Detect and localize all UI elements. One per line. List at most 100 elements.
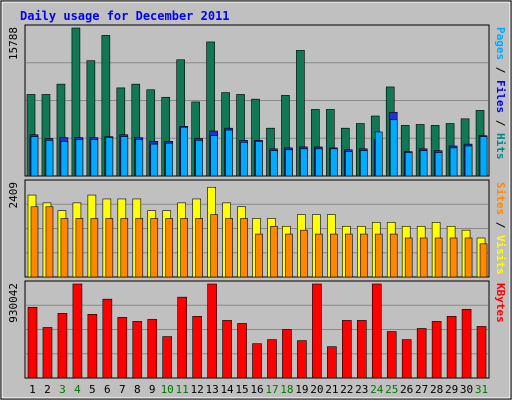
x-tick-label: 22 [340, 383, 353, 396]
panel-top: 15788 Pages / Files / Hits [7, 24, 507, 177]
series-sites [30, 206, 488, 278]
bar-pages-day-19 [300, 148, 308, 177]
x-tick-label: 8 [134, 383, 141, 396]
bar-kbytes-day-6 [102, 298, 113, 379]
bar-pages-day-12 [195, 140, 203, 177]
bar-pages-day-27 [419, 150, 428, 177]
bar-kbytes-day-11 [177, 296, 187, 379]
bar-pages-day-29 [449, 147, 458, 177]
bar-pages-day-4 [75, 139, 84, 177]
bar-kbytes-day-14 [222, 320, 232, 379]
bar-pages-day-30 [464, 145, 473, 177]
bar-pages-day-8 [135, 139, 144, 177]
bar-pages-day-5 [90, 139, 99, 177]
x-tick-label: 7 [119, 383, 126, 396]
bar-sites-day-10 [165, 218, 174, 278]
bar-sites-day-15 [240, 218, 248, 278]
bar-sites-day-7 [120, 218, 129, 278]
bar-sites-day-27 [419, 237, 428, 278]
panel-middle: 2409 Sites / Visits [7, 179, 507, 278]
bar-pages-day-20 [315, 148, 323, 177]
bar-kbytes-day-20 [312, 283, 322, 379]
bar-pages-day-10 [165, 142, 174, 177]
x-tick-label: 11 [176, 383, 189, 396]
panel-middle-max-label: 2409 [7, 182, 20, 209]
bar-pages-day-17 [270, 150, 278, 177]
bar-kbytes-day-19 [297, 340, 307, 379]
x-tick-label: 26 [400, 383, 413, 396]
bar-pages-day-26 [404, 152, 413, 177]
bar-pages-day-15 [240, 141, 248, 177]
bar-sites-day-26 [404, 237, 413, 278]
bar-kbytes-day-7 [117, 317, 128, 379]
bar-pages-day-6 [105, 137, 114, 177]
bar-sites-day-29 [449, 237, 458, 278]
bar-sites-day-17 [270, 225, 278, 278]
bar-kbytes-day-3 [57, 313, 68, 379]
bar-pages-day-14 [225, 129, 233, 177]
chart-title: Daily usage for December 2011 [20, 9, 230, 23]
bar-sites-day-9 [150, 218, 159, 278]
panel-bottom-max-label: 930042 [7, 283, 20, 323]
bar-pages-day-23 [359, 150, 368, 177]
x-tick-label: 4 [74, 383, 81, 396]
bar-sites-day-16 [255, 233, 263, 278]
panel-top-max-label: 15788 [7, 27, 20, 60]
bar-sites-day-13 [210, 214, 218, 278]
bar-sites-day-2 [45, 206, 54, 278]
x-tick-label: 1 [29, 383, 36, 396]
bar-pages-day-24 [374, 131, 383, 177]
bar-sites-day-6 [105, 218, 114, 278]
bar-kbytes-day-31 [476, 326, 487, 379]
bar-sites-day-14 [225, 218, 233, 278]
bar-kbytes-day-12 [192, 316, 202, 379]
bar-pages-day-13 [210, 135, 218, 177]
bar-sites-day-31 [479, 243, 488, 278]
bar-kbytes-day-13 [207, 283, 217, 379]
panel-bottom-axis-label: KBytes [494, 283, 507, 323]
bar-pages-day-9 [150, 143, 159, 177]
bar-pages-day-7 [120, 136, 129, 177]
bar-sites-day-11 [180, 218, 188, 278]
bar-kbytes-day-29 [446, 316, 457, 379]
x-tick-label: 13 [205, 383, 218, 396]
bar-kbytes-day-17 [267, 339, 277, 379]
bar-pages-day-3 [60, 141, 69, 177]
bar-pages-day-11 [180, 126, 188, 177]
bar-sites-day-25 [389, 233, 398, 278]
panel-bottom: 930042 KBytes [7, 280, 507, 379]
x-tick-label: 29 [445, 383, 458, 396]
x-tick-label: 24 [370, 383, 384, 396]
x-tick-label: 15 [235, 383, 248, 396]
bar-kbytes-day-8 [132, 321, 143, 379]
x-tick-label: 6 [104, 383, 111, 396]
x-tick-label: 10 [161, 383, 174, 396]
bar-pages-day-16 [255, 141, 263, 177]
bar-kbytes-day-28 [431, 321, 442, 379]
x-tick-label: 16 [250, 383, 263, 396]
x-tick-label: 18 [280, 383, 293, 396]
x-tick-label: 5 [89, 383, 96, 396]
series-pages [30, 119, 488, 177]
bar-pages-day-1 [30, 136, 39, 177]
x-tick-label: 27 [415, 383, 428, 396]
bar-pages-day-22 [345, 151, 353, 177]
panel-top-axis-label: Pages / Files / Hits [494, 27, 507, 160]
bar-sites-day-3 [60, 218, 69, 278]
x-tick-label: 31 [475, 383, 488, 396]
bar-kbytes-day-25 [386, 331, 397, 379]
bar-sites-day-23 [359, 233, 368, 278]
bar-sites-day-22 [345, 233, 353, 278]
bar-kbytes-day-24 [371, 283, 382, 379]
bar-kbytes-day-5 [87, 314, 98, 379]
bar-pages-day-31 [479, 136, 488, 177]
bar-kbytes-day-1 [27, 306, 38, 379]
x-tick-label: 28 [430, 383, 443, 396]
x-tick-label: 2 [44, 383, 51, 396]
bar-kbytes-day-9 [147, 319, 158, 379]
x-tick-label: 19 [295, 383, 308, 396]
bar-pages-day-25 [389, 119, 398, 177]
panel-middle-axis-label: Sites / Visits [494, 182, 507, 275]
